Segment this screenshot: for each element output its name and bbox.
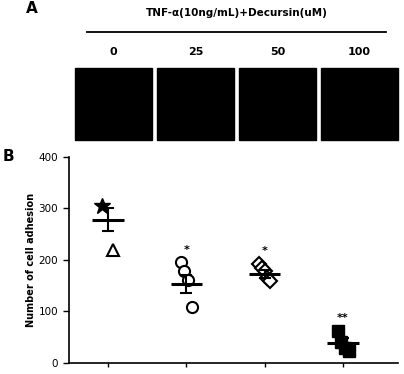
Text: B: B (3, 149, 15, 164)
Text: TNF-α(10ng/mL)+Decursin(uM): TNF-α(10ng/mL)+Decursin(uM) (146, 9, 328, 18)
Bar (239, 68, 316, 140)
Bar (321, 68, 398, 140)
Text: 25: 25 (188, 47, 203, 57)
Y-axis label: Number of cell adhesion: Number of cell adhesion (26, 193, 36, 327)
Text: **: ** (337, 313, 349, 323)
Text: A: A (26, 1, 38, 16)
Text: 100: 100 (348, 47, 371, 57)
Text: *: * (183, 245, 189, 255)
Text: *: * (262, 246, 267, 256)
Text: 50: 50 (270, 47, 285, 57)
Bar (75, 68, 152, 140)
Text: 0: 0 (110, 47, 118, 57)
Bar (157, 68, 234, 140)
